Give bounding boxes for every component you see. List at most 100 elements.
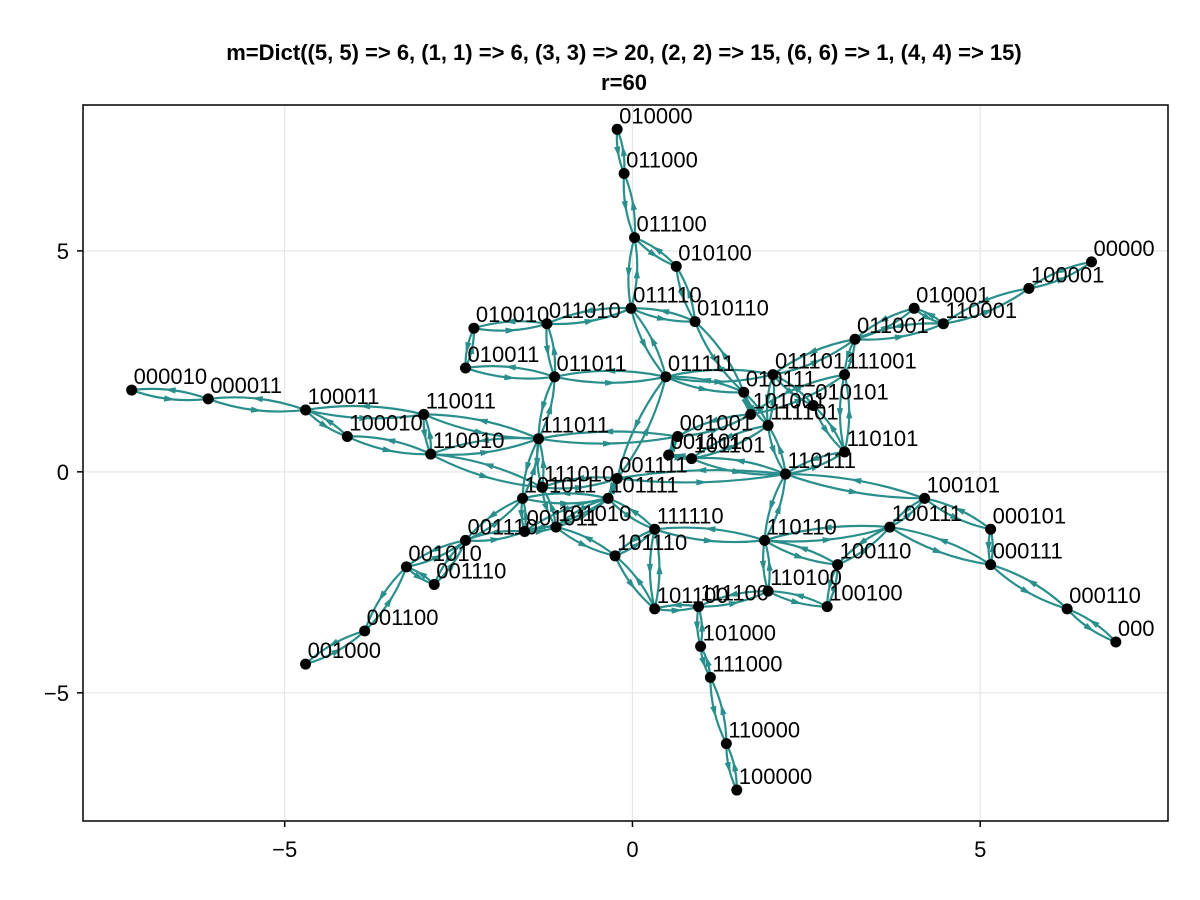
graph-node bbox=[937, 318, 949, 330]
graph-node bbox=[625, 302, 637, 314]
edge-arrowhead bbox=[810, 359, 822, 367]
graph-node bbox=[629, 232, 641, 244]
node-label: 000011 bbox=[210, 373, 282, 398]
graph-node bbox=[602, 492, 614, 504]
graph-edge bbox=[555, 526, 616, 557]
graph-node bbox=[1110, 636, 1122, 648]
edge-arrowhead bbox=[584, 318, 596, 326]
node-label: 001101 bbox=[671, 429, 743, 454]
graph-node bbox=[839, 369, 851, 381]
edge-arrowhead bbox=[793, 552, 806, 559]
graph-node bbox=[689, 316, 701, 328]
node-label: 010011 bbox=[468, 342, 540, 367]
node-label: 111011 bbox=[541, 413, 610, 438]
edge-arrowhead bbox=[1020, 586, 1032, 595]
graph-node bbox=[704, 671, 716, 683]
node-label: 110000 bbox=[728, 718, 800, 743]
edge-arrowhead bbox=[790, 598, 803, 605]
edge-arrowhead bbox=[789, 384, 802, 392]
plot-title-line1: m=Dict((5, 5) => 6, (1, 1) => 6, (3, 3) … bbox=[226, 40, 1021, 65]
graph-node bbox=[884, 521, 896, 533]
edge-arrowhead bbox=[628, 534, 640, 544]
edge-arrowhead bbox=[733, 458, 746, 465]
node-label: 110001 bbox=[945, 298, 1017, 323]
edge-arrowhead bbox=[759, 560, 767, 572]
edge-arrowhead bbox=[894, 334, 907, 341]
node-label: 101100 bbox=[657, 583, 729, 608]
edge-arrowhead bbox=[766, 559, 773, 571]
edge-arrowhead bbox=[1088, 619, 1100, 628]
node-label: 001110 bbox=[468, 514, 538, 539]
node-label: 011010 bbox=[549, 298, 621, 323]
edge-arrowhead bbox=[709, 428, 722, 435]
x-tick-label: −5 bbox=[272, 837, 297, 862]
node-label: 011101 bbox=[775, 349, 845, 374]
node-label: 101101 bbox=[694, 433, 766, 458]
edge-arrowhead bbox=[250, 406, 263, 413]
edge-arrowhead bbox=[656, 314, 669, 321]
edge-arrowhead bbox=[769, 444, 776, 457]
graph-node bbox=[300, 404, 312, 416]
node-label: 100001 bbox=[1031, 262, 1104, 287]
graph-node bbox=[849, 333, 861, 345]
graph-node bbox=[908, 302, 920, 314]
edge-arrowhead bbox=[358, 403, 371, 410]
graph-node bbox=[839, 446, 851, 458]
edge-arrowhead bbox=[796, 546, 809, 553]
edge-arrowhead bbox=[671, 607, 683, 614]
node-label: 000 bbox=[1118, 616, 1155, 641]
node-label: 011011 bbox=[557, 351, 627, 376]
graph-node bbox=[672, 430, 684, 442]
edge-arrowhead bbox=[602, 428, 614, 435]
edge-arrowhead bbox=[741, 397, 748, 410]
edge-arrowhead bbox=[769, 500, 776, 512]
graph-edge bbox=[767, 590, 828, 608]
edge-arrowhead bbox=[704, 526, 716, 533]
edge-arrowhead bbox=[936, 538, 949, 545]
node-label: 010001 bbox=[916, 282, 989, 307]
node-label: 101011 bbox=[525, 472, 597, 497]
edge-arrowhead bbox=[574, 484, 587, 492]
edge-arrowhead bbox=[820, 424, 830, 436]
edge-arrowhead bbox=[892, 322, 904, 329]
edge-arrowhead bbox=[559, 490, 571, 497]
node-label: 001010 bbox=[408, 541, 481, 566]
edge-arrowhead bbox=[695, 467, 707, 474]
edge-arrowhead bbox=[614, 146, 621, 158]
edge-arrowhead bbox=[985, 541, 992, 553]
edge-arrowhead bbox=[562, 517, 574, 525]
graph-node bbox=[400, 561, 412, 573]
graph-node bbox=[660, 371, 672, 383]
node-label: 101010 bbox=[558, 501, 631, 526]
edge-arrowhead bbox=[722, 432, 734, 440]
node-label: 000101 bbox=[993, 503, 1066, 528]
edge-arrowhead bbox=[251, 396, 263, 403]
edge-arrowhead bbox=[725, 444, 738, 452]
graph-node bbox=[611, 472, 623, 484]
graph-node bbox=[541, 318, 553, 330]
node-label: 110100 bbox=[770, 565, 842, 590]
edge-arrowhead bbox=[384, 438, 396, 445]
edge-arrowhead bbox=[954, 507, 966, 515]
y-tick-label: 5 bbox=[57, 239, 69, 264]
node-label: 111000 bbox=[712, 651, 782, 676]
edge-arrowhead bbox=[808, 454, 820, 462]
edge-arrowhead bbox=[1053, 266, 1065, 274]
graph-node bbox=[550, 521, 562, 533]
edge-arrowhead bbox=[322, 417, 335, 427]
graph-edge bbox=[990, 563, 1068, 610]
edge-arrowhead bbox=[525, 461, 532, 474]
graph-node bbox=[460, 362, 472, 374]
edge-arrowhead bbox=[383, 596, 393, 608]
node-label: 110101 bbox=[847, 426, 919, 451]
node-label: 011000 bbox=[626, 148, 698, 173]
axis-ticks: −5 0 5 −5 0 5 bbox=[44, 239, 986, 862]
graph-node bbox=[519, 526, 531, 538]
edge-arrowhead bbox=[669, 440, 677, 453]
graph-node bbox=[1023, 282, 1035, 294]
edge-arrowhead bbox=[486, 510, 498, 520]
graph-edge bbox=[764, 539, 838, 566]
edge-arrowhead bbox=[693, 621, 701, 633]
